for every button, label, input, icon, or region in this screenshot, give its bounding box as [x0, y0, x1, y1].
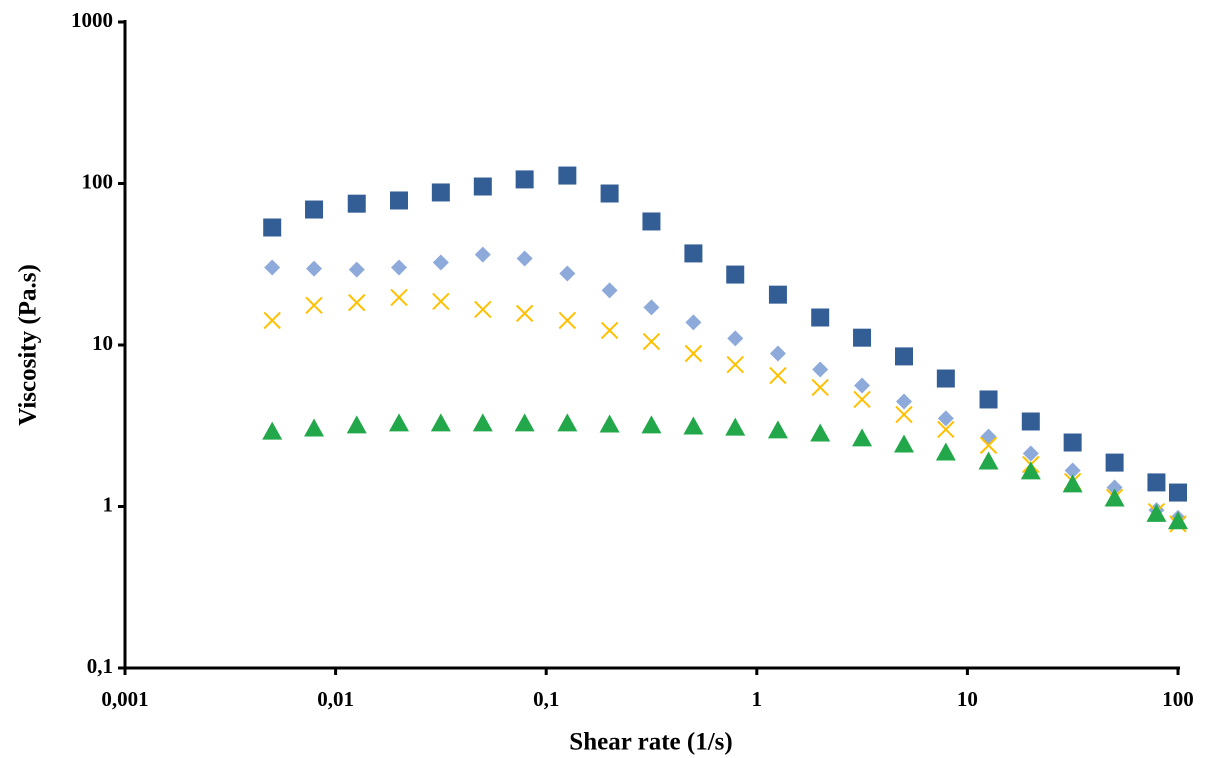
- marker: [937, 410, 954, 427]
- marker: [1169, 483, 1187, 502]
- y-tick-label: 1: [103, 492, 114, 516]
- marker: [264, 259, 281, 276]
- marker: [347, 194, 366, 213]
- marker: [600, 321, 619, 340]
- marker: [1063, 433, 1082, 452]
- marker: [685, 314, 702, 331]
- x-tick-label: 1: [752, 687, 763, 711]
- x-tick-label: 0,01: [317, 687, 354, 711]
- marker: [430, 413, 451, 432]
- marker: [1064, 462, 1081, 479]
- marker: [263, 311, 281, 330]
- marker: [894, 434, 915, 453]
- marker: [390, 259, 407, 276]
- marker: [514, 413, 535, 432]
- marker: [262, 421, 283, 440]
- marker: [1147, 473, 1166, 492]
- marker: [852, 428, 873, 447]
- marker: [895, 347, 914, 366]
- marker: [515, 304, 534, 323]
- marker: [1104, 488, 1125, 507]
- marker: [853, 328, 872, 347]
- marker: [600, 184, 619, 203]
- marker: [683, 416, 704, 435]
- marker: [643, 299, 660, 316]
- marker: [896, 393, 913, 410]
- marker: [727, 330, 744, 347]
- marker: [1020, 461, 1041, 480]
- marker: [811, 308, 830, 327]
- marker: [1105, 453, 1124, 472]
- marker: [768, 285, 787, 304]
- marker: [305, 296, 323, 315]
- marker: [1146, 503, 1167, 522]
- marker: [1062, 474, 1083, 493]
- marker: [978, 451, 999, 470]
- x-tick-label: 0,001: [101, 687, 148, 711]
- marker: [810, 423, 831, 442]
- marker: [1106, 479, 1123, 496]
- marker: [936, 369, 955, 388]
- marker: [854, 377, 871, 394]
- marker: [767, 420, 788, 439]
- marker: [348, 293, 366, 312]
- marker: [725, 417, 746, 436]
- marker: [979, 390, 998, 409]
- marker: [811, 378, 829, 397]
- marker: [980, 428, 997, 445]
- marker: [263, 218, 282, 237]
- marker: [474, 300, 492, 319]
- marker: [559, 265, 576, 282]
- marker: [388, 413, 409, 432]
- y-tick-label: 100: [82, 169, 114, 193]
- marker: [473, 177, 492, 196]
- marker: [432, 254, 449, 271]
- marker: [937, 420, 955, 439]
- marker: [346, 415, 367, 434]
- marker: [1168, 511, 1188, 530]
- marker: [390, 288, 408, 307]
- x-tick-label: 0,1: [533, 687, 559, 711]
- marker: [642, 332, 661, 351]
- marker: [642, 212, 661, 231]
- marker: [641, 415, 662, 434]
- marker: [472, 413, 493, 432]
- marker: [389, 191, 408, 210]
- marker: [684, 244, 703, 263]
- marker: [726, 355, 744, 374]
- marker: [599, 414, 620, 433]
- y-axis-title: Viscosity (Pa.s): [15, 264, 42, 426]
- marker: [431, 183, 450, 202]
- marker: [853, 390, 871, 409]
- marker: [304, 418, 325, 437]
- marker: [516, 250, 533, 267]
- x-axis-title: Shear rate (1/s): [569, 729, 732, 756]
- marker: [895, 405, 913, 424]
- marker: [515, 170, 534, 189]
- marker: [812, 361, 829, 378]
- x-tick-label: 100: [1162, 687, 1194, 711]
- marker: [935, 442, 956, 461]
- marker: [558, 311, 577, 330]
- marker: [306, 260, 323, 277]
- marker: [1022, 445, 1039, 462]
- marker: [305, 200, 324, 219]
- marker: [348, 261, 365, 278]
- marker: [979, 436, 998, 455]
- y-tick-label: 1000: [71, 8, 113, 32]
- marker: [432, 292, 450, 311]
- marker: [769, 345, 786, 362]
- marker: [726, 265, 745, 284]
- y-tick-label: 10: [92, 331, 113, 355]
- marker: [558, 166, 577, 185]
- marker: [684, 344, 703, 363]
- marker: [557, 413, 578, 432]
- y-tick-label: 0,1: [87, 654, 113, 678]
- marker: [601, 282, 618, 299]
- marker: [769, 366, 787, 385]
- marker: [1021, 412, 1040, 431]
- x-tick-label: 10: [957, 687, 978, 711]
- marker: [474, 246, 491, 263]
